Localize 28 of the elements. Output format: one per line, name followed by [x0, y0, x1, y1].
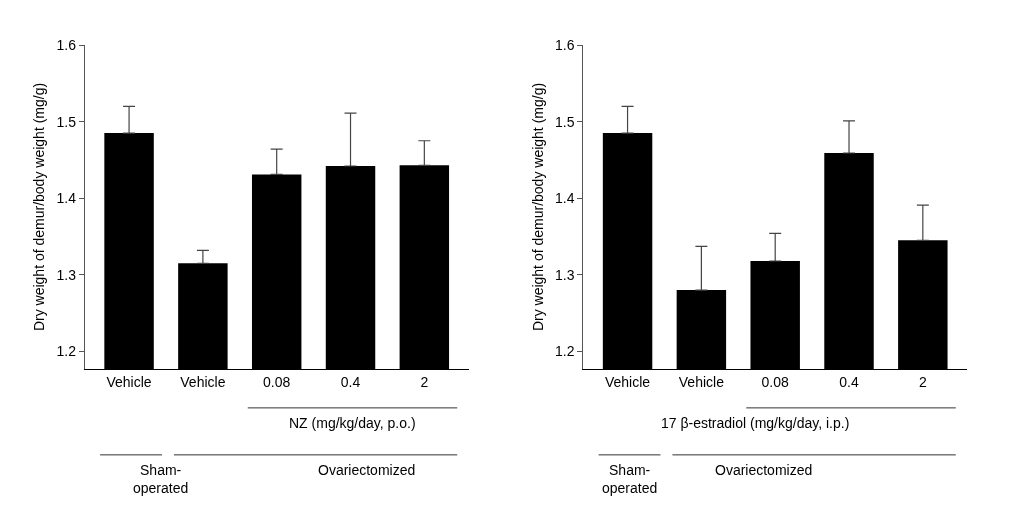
y-tick-label: 1.6: [555, 36, 575, 53]
y-tick-label: 1.5: [555, 113, 575, 130]
y-tick-label: 1.2: [56, 343, 77, 360]
x-tick-label: 2: [918, 373, 927, 390]
text: Sham- operated: [602, 462, 658, 497]
y-tick-label: 1.5: [56, 113, 77, 130]
x-tick-label: 2: [420, 373, 429, 390]
y-axis-title: Dry weight of demur/body weight (mg/g): [529, 82, 546, 332]
y-tick-label: 1.6: [56, 36, 77, 53]
y-tick-label: 1.4: [555, 190, 575, 207]
text: 17 β-estradiol (mg/kg/day, i.p.): [661, 415, 850, 431]
y-tick-label: 1.3: [555, 266, 575, 283]
x-tick-label: Vehicle: [678, 373, 725, 390]
text: Sham- operated: [133, 462, 189, 497]
text: Ovariectomized: [318, 462, 416, 478]
x-tick-label: Vehicle: [106, 373, 152, 390]
text: NZ (mg/kg/day, p.o.): [289, 415, 416, 431]
x-tick-label: 0.4: [839, 373, 859, 390]
text: Ovariectomized: [715, 462, 813, 478]
x-tick-label: Vehicle: [180, 373, 226, 390]
y-tick-label: 1.2: [555, 343, 575, 360]
y-tick-label: 1.3: [56, 266, 77, 283]
x-tick-label: 0.08: [761, 373, 790, 390]
x-tick-label: 0.08: [263, 373, 291, 390]
x-tick-label: Vehicle: [604, 373, 651, 390]
y-tick-label: 1.4: [56, 190, 77, 207]
y-axis-title: Dry weight of demur/body weight (mg/g): [31, 82, 48, 332]
x-tick-label: 0.4: [340, 373, 361, 390]
